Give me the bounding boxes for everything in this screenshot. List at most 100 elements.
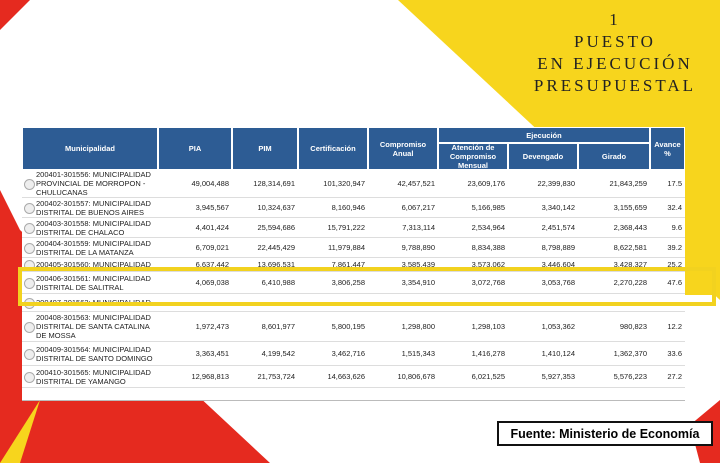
- cell-value: 8,601,977: [261, 322, 295, 331]
- cell-value: 12,968,813: [191, 372, 229, 381]
- cell-value: 15,791,222: [327, 223, 365, 232]
- cell-value: 2,368,443: [613, 223, 647, 232]
- column-header: Girado: [578, 143, 650, 170]
- column-header: Atención de Compromiso Mensual: [438, 143, 508, 170]
- table-row: 200409-301564: MUNICIPALIDAD DISTRITAL D…: [22, 342, 685, 366]
- cell-value: 14,663,626: [327, 372, 365, 381]
- municipality-name: 200404-301559: MUNICIPALIDAD DISTRITAL D…: [36, 238, 151, 257]
- cell-value: 7,861,447: [331, 260, 365, 269]
- group-header: Ejecución: [438, 127, 650, 143]
- table-row: 200408-301563: MUNICIPALIDAD DISTRITAL D…: [22, 312, 685, 342]
- cell-value: 2,270,228: [613, 278, 647, 287]
- cell-value: 8,622,581: [613, 243, 647, 252]
- cell-value: 25.2: [667, 260, 682, 269]
- cell-value: 3,945,567: [195, 203, 229, 212]
- cell-value: 5,166,985: [471, 203, 505, 212]
- municipality-name: 200403-301558: MUNICIPALIDAD DISTRITAL D…: [36, 218, 151, 237]
- column-header: Devengado: [508, 143, 578, 170]
- cell-value: 10,324,637: [257, 203, 295, 212]
- cell-value: 3,428,327: [613, 260, 647, 269]
- table-row: 200403-301558: MUNICIPALIDAD DISTRITAL D…: [22, 218, 685, 238]
- table: Municipalidad PIA PIM Certificación Compromi…: [22, 127, 685, 401]
- cell-value: 2,451,574: [541, 223, 575, 232]
- title-line: PRESUPUESTAL: [533, 76, 697, 95]
- radio-button[interactable]: [24, 179, 35, 190]
- cell-value: 12.2: [667, 322, 682, 331]
- radio-button[interactable]: [24, 203, 35, 214]
- cell-value: 10,806,678: [397, 372, 435, 381]
- cell-value: 32.4: [667, 203, 682, 212]
- cell-value: 9,788,890: [401, 243, 435, 252]
- cell-value: 27.2: [667, 372, 682, 381]
- cell-value: 3,585,439: [401, 260, 435, 269]
- cell-value: 42,457,521: [397, 179, 435, 188]
- title-line: EN EJECUCIÓN: [537, 54, 693, 73]
- cell-value: 17.5: [667, 179, 682, 188]
- municipality-name: 200401-301556: MUNICIPALIDAD PROVINCIAL …: [36, 170, 151, 197]
- cell-value: 22,445,429: [257, 243, 295, 252]
- municipality-name: 200408-301563: MUNICIPALIDAD DISTRITAL D…: [36, 313, 151, 340]
- cell-value: 1,053,362: [541, 322, 575, 331]
- cell-value: 3,363,451: [195, 349, 229, 358]
- radio-button[interactable]: [24, 278, 35, 289]
- cell-value: 6,709,021: [195, 243, 229, 252]
- cell-value: 3,072,768: [471, 278, 505, 287]
- table-row: 200410-301565: MUNICIPALIDAD DISTRITAL D…: [22, 366, 685, 388]
- column-header: Compromiso Anual: [368, 127, 438, 170]
- municipality-name: 200405-301560: MUNICIPALIDAD: [36, 260, 151, 269]
- cell-value: 5,927,353: [541, 372, 575, 381]
- cell-value: 3,446,604: [541, 260, 575, 269]
- column-header: PIA: [158, 127, 232, 170]
- radio-button[interactable]: [24, 349, 35, 360]
- cell-value: 1,416,278: [471, 349, 505, 358]
- cell-value: 1,972,473: [195, 322, 229, 331]
- highlight-box: [18, 267, 716, 306]
- cell-value: 7,313,114: [402, 223, 435, 232]
- municipality-name: 200409-301564: MUNICIPALIDAD DISTRITAL D…: [36, 344, 153, 363]
- cell-value: 101,320,947: [323, 179, 365, 188]
- cell-value: 49,004,488: [191, 179, 229, 188]
- cell-value: 21,843,259: [609, 179, 647, 188]
- cell-value: 4,199,542: [261, 349, 295, 358]
- cell-value: 6,637,442: [195, 260, 229, 269]
- cell-value: 9.6: [671, 223, 682, 232]
- cell-value: 3,462,716: [331, 349, 365, 358]
- radio-button[interactable]: [24, 322, 35, 333]
- cell-value: 8,798,889: [541, 243, 575, 252]
- cell-value: 1,410,124: [541, 349, 575, 358]
- cell-value: 2,534,964: [471, 223, 505, 232]
- cell-value: 6,067,217: [401, 203, 435, 212]
- radio-button[interactable]: [24, 223, 35, 234]
- cell-value: 39.2: [667, 243, 682, 252]
- cell-value: 3,354,910: [401, 278, 435, 287]
- cell-value: 4,401,424: [195, 223, 229, 232]
- cell-value: 1,298,103: [471, 322, 505, 331]
- municipality-name: 200402-301557: MUNICIPALIDAD DISTRITAL D…: [36, 198, 151, 217]
- cell-value: 33.6: [667, 349, 682, 358]
- cell-value: 23,609,176: [467, 179, 505, 188]
- radio-button[interactable]: [24, 243, 35, 254]
- table-row: 200406-301561: MUNICIPALIDAD DISTRITAL D…: [22, 272, 685, 294]
- column-header: Certificación: [298, 127, 368, 170]
- cell-value: 128,314,691: [253, 179, 295, 188]
- title-line: PUESTO: [574, 32, 656, 51]
- cell-value: 6,021,525: [471, 372, 505, 381]
- cell-value: 3,053,768: [541, 278, 575, 287]
- column-header: Municipalidad: [22, 127, 158, 170]
- source: Fuente: Ministerio de Economía: [497, 421, 713, 446]
- cell-value: 13,696,531: [257, 260, 295, 269]
- radio-button[interactable]: [24, 372, 35, 383]
- cell-value: 3,806,258: [331, 278, 365, 287]
- cell-value: 1,362,370: [613, 349, 647, 358]
- table-row: 200404-301559: MUNICIPALIDAD DISTRITAL D…: [22, 238, 685, 258]
- cell-value: 4,069,038: [195, 278, 229, 287]
- cell-value: 1,298,800: [401, 322, 435, 331]
- cell-value: 11,979,884: [328, 243, 365, 252]
- cell-value: 47.6: [667, 278, 682, 287]
- cell-value: 1,515,343: [401, 349, 435, 358]
- title-number: 1: [609, 10, 621, 29]
- municipality-name: 200406-301561: MUNICIPALIDAD DISTRITAL D…: [36, 273, 151, 292]
- cell-value: 980,823: [619, 322, 647, 331]
- cell-value: 5,576,223: [613, 372, 647, 381]
- table-row: 200401-301556: MUNICIPALIDAD PROVINCIAL …: [22, 170, 685, 198]
